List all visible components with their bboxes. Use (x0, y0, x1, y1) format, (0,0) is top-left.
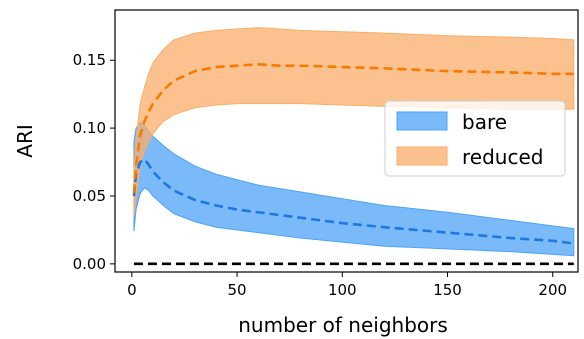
legend-swatch-reduced (396, 146, 448, 166)
x-tick-label: 50 (228, 281, 247, 299)
y-tick-label: 0.05 (73, 187, 106, 205)
x-tick-label: 0 (127, 281, 137, 299)
mean-line-reduced (132, 62, 574, 194)
x-tick-label: 100 (328, 281, 357, 299)
y-axis-title: ARI (13, 124, 37, 157)
lines-layer (132, 62, 574, 266)
y-tick-label: 0.15 (73, 51, 106, 69)
legend-label-bare: bare (462, 110, 507, 134)
mean-line-bare (132, 157, 574, 245)
x-ticks: 0 50 100 150 200 (127, 272, 567, 299)
y-tick-label: 0.00 (73, 255, 106, 273)
legend-swatch-bare (396, 111, 448, 131)
legend-label-reduced: reduced (462, 145, 543, 169)
x-axis-title: number of neighbors (238, 313, 448, 337)
x-tick-label: 200 (538, 281, 567, 299)
band-reduced (133, 27, 575, 217)
y-ticks: 0.00 0.05 0.10 0.15 (73, 51, 115, 273)
bands-layer (133, 27, 575, 257)
legend: bare reduced (384, 100, 566, 177)
band-bare (133, 122, 575, 257)
x-tick-label: 150 (433, 281, 462, 299)
plot-frame (114, 9, 579, 273)
y-tick-label: 0.10 (73, 119, 106, 137)
